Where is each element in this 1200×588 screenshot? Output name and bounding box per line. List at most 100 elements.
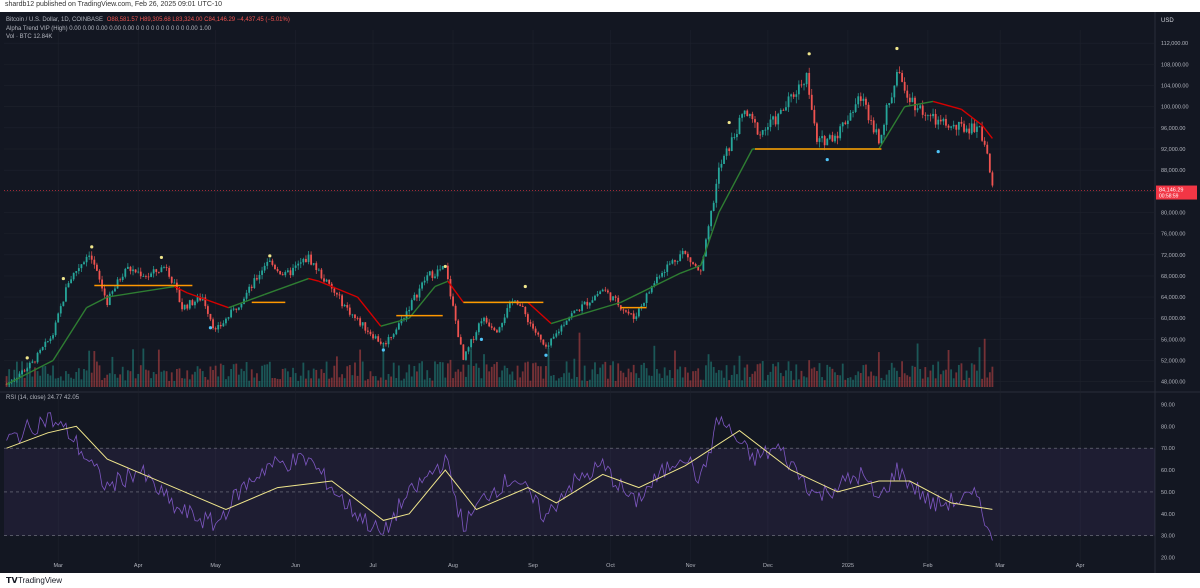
volume-bar — [741, 380, 743, 387]
candle-body — [862, 98, 865, 101]
candle-body — [963, 123, 965, 132]
volume-bar — [199, 368, 202, 387]
rsi-tick-label: 30.00 — [1161, 534, 1175, 540]
candle-body — [939, 119, 942, 122]
volume-bar — [926, 377, 929, 387]
volume-bar — [594, 362, 596, 387]
candle-body — [800, 84, 803, 86]
legend-ohlc: O88,581.57 H89,305.68 L83,324.00 C84,146… — [106, 17, 290, 23]
last-price-countdown: 00:58:59 — [1159, 194, 1179, 200]
candle-body — [57, 313, 60, 323]
volume-bar — [80, 379, 83, 387]
volume-bar — [880, 377, 883, 387]
volume-bar — [485, 364, 488, 387]
volume-bar — [503, 365, 506, 387]
volume-bar — [145, 369, 147, 387]
rsi-line — [6, 412, 993, 541]
trend-segment — [576, 301, 621, 317]
volume-bar — [937, 361, 940, 387]
volume-bar — [532, 363, 534, 387]
candle-body — [258, 274, 261, 280]
volume-bar — [67, 373, 70, 387]
candle-body — [679, 254, 682, 262]
candle-body — [609, 292, 612, 301]
candle-body — [294, 265, 297, 268]
candle-body — [480, 321, 483, 324]
volume-bar — [823, 380, 826, 387]
volume-bar — [599, 367, 602, 387]
candle-body — [354, 314, 356, 318]
price-tick-label: 76,000.00 — [1161, 232, 1185, 238]
volume-bar — [454, 371, 457, 387]
volume-bar — [359, 349, 362, 387]
volume-bar — [57, 377, 60, 387]
candle-body — [155, 269, 158, 272]
candle-body — [596, 293, 599, 296]
candle-body — [960, 121, 963, 124]
trend-segment — [447, 280, 464, 303]
candle-body — [970, 123, 973, 134]
volume-bar — [728, 380, 731, 387]
candle-body — [263, 265, 266, 271]
volume-bar — [674, 350, 676, 387]
published-note: shardb12 published on TradingView.com, F… — [5, 1, 223, 8]
candle-body — [253, 278, 256, 288]
volume-bar — [410, 376, 413, 387]
candle-body — [583, 301, 586, 305]
candle-body — [49, 338, 52, 341]
candle-body — [808, 72, 811, 95]
candle-body — [483, 317, 485, 322]
volume-bar — [129, 371, 132, 387]
volume-bar — [196, 366, 199, 387]
candle-body — [77, 268, 80, 272]
candle-body — [498, 327, 501, 333]
volume-bar — [705, 365, 707, 387]
volume-bar — [547, 347, 550, 387]
volume-bar — [849, 377, 852, 387]
volume-bar — [668, 370, 671, 387]
volume-bar — [366, 379, 369, 387]
trend-segment — [981, 124, 993, 139]
candle-body — [39, 349, 42, 353]
candle-body — [539, 334, 542, 340]
candle-body — [746, 110, 749, 117]
volume-bar — [914, 366, 916, 387]
candle-body — [893, 85, 896, 98]
volume-bar — [483, 354, 485, 387]
chart-svg[interactable]: 112,000.00 108,000.00 104,000.00 100,000.00… — [0, 12, 1200, 573]
volume-bar — [34, 367, 36, 387]
candle-body — [121, 276, 124, 280]
volume-bar — [816, 370, 818, 387]
candle-body — [132, 269, 134, 272]
candle-body — [849, 112, 852, 121]
candle-body — [111, 291, 114, 294]
volume-bar — [297, 380, 300, 387]
candle-body — [281, 274, 284, 276]
volume-bar — [475, 363, 478, 387]
volume-bar — [26, 362, 29, 387]
volume-bar — [248, 380, 251, 387]
candle-body — [333, 288, 336, 293]
volume-bar — [622, 372, 625, 387]
trend-segment — [679, 264, 702, 274]
volume-bar — [261, 365, 263, 387]
volume-bar — [697, 368, 700, 387]
candle-body — [284, 272, 287, 276]
volume-bar — [289, 377, 292, 387]
volume-bar — [320, 369, 323, 387]
candle-body — [26, 368, 29, 372]
volume-bar — [508, 374, 511, 387]
trend-segment — [904, 100, 934, 108]
volume-bar — [132, 349, 134, 387]
signal-marker — [208, 326, 213, 330]
candle-body — [387, 337, 390, 345]
candle-body — [676, 261, 679, 262]
volume-bar — [906, 375, 909, 387]
volume-bar — [560, 377, 563, 387]
candle-body — [756, 122, 759, 135]
volume-bar — [232, 364, 235, 387]
volume-bar — [550, 375, 553, 387]
volume-bar — [181, 378, 183, 387]
volume-bar — [576, 376, 578, 387]
candle-body — [875, 129, 878, 133]
